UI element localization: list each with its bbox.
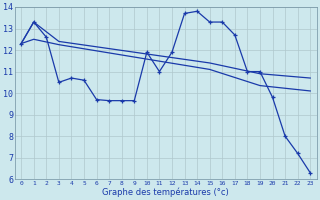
X-axis label: Graphe des températures (°c): Graphe des températures (°c) <box>102 187 229 197</box>
